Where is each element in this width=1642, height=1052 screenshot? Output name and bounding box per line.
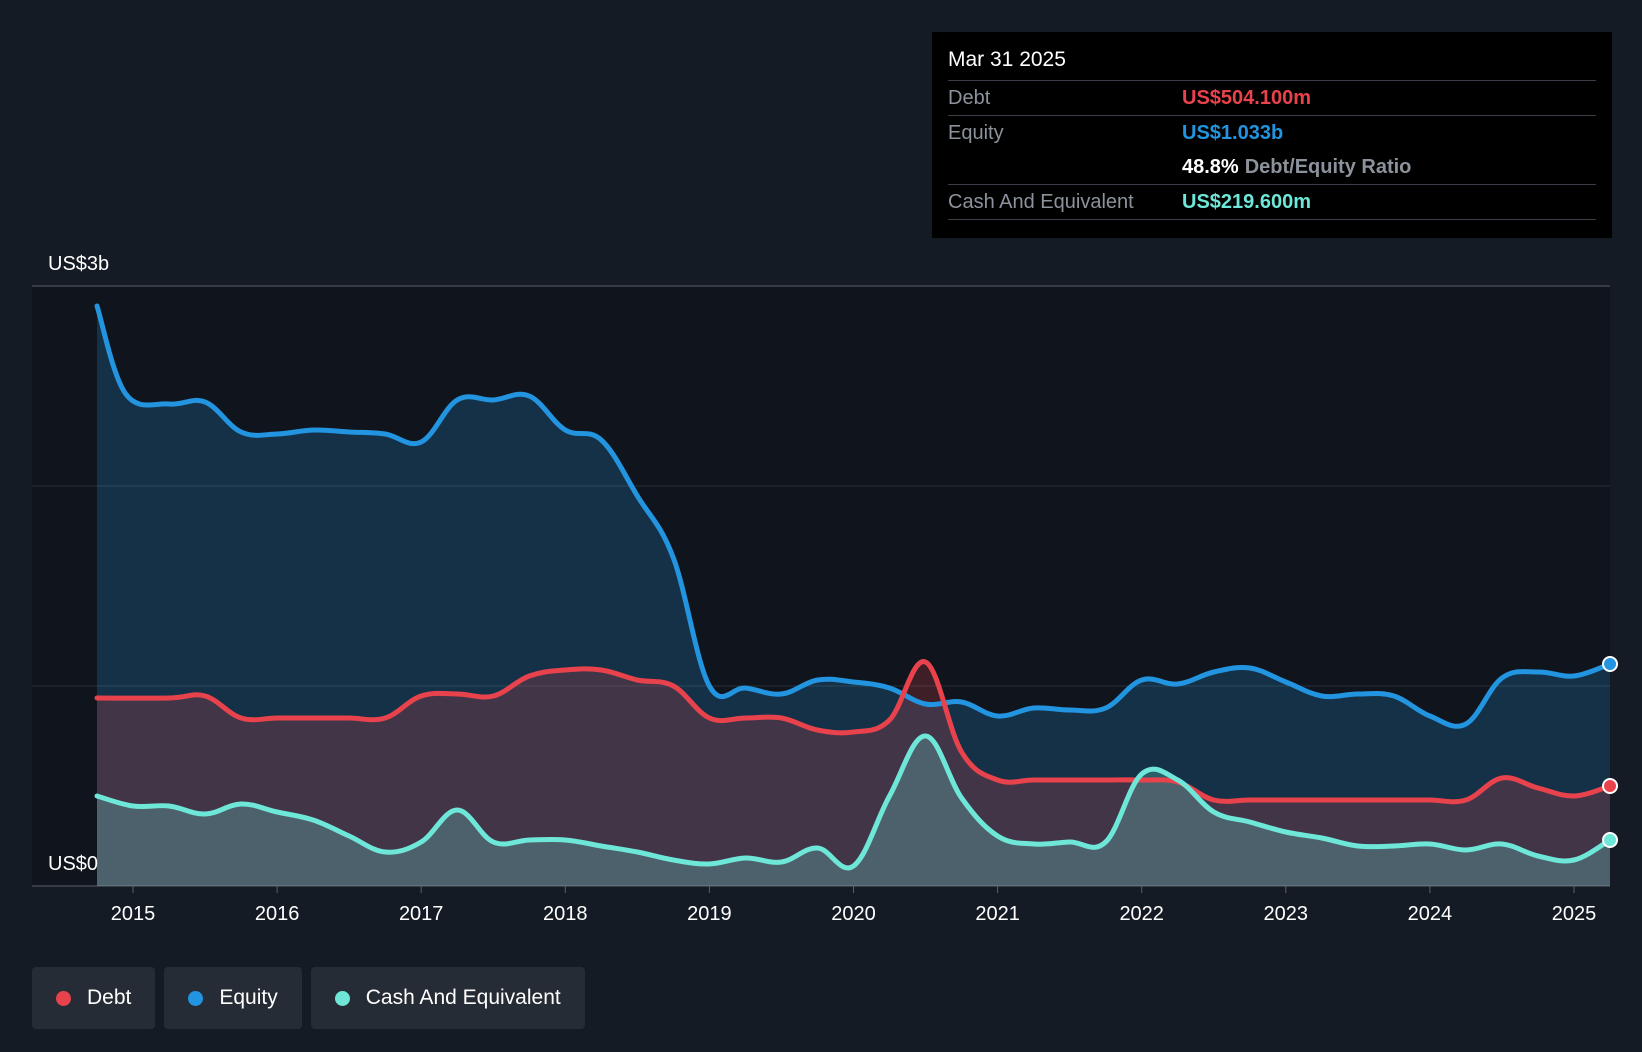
grid-lines xyxy=(32,285,1610,887)
x-tick-label: 2015 xyxy=(111,903,156,925)
tooltip-debt-label: Debt xyxy=(948,86,991,109)
x-tick-label: 2023 xyxy=(1264,903,1309,925)
equity-dot-icon xyxy=(188,990,204,1006)
x-tick-label: 2021 xyxy=(975,903,1020,925)
tooltip-cash-label: Cash And Equivalent xyxy=(948,190,1134,213)
x-tick-label: 2019 xyxy=(687,903,732,925)
tooltip-ratio-row: 48.8% Debt/Equity Ratio xyxy=(948,150,1596,185)
tooltip-debt-value: US$504.100m xyxy=(1182,86,1311,109)
legend-item-cash[interactable]: Cash And Equivalent xyxy=(310,967,585,1029)
legend-label-debt: Debt xyxy=(87,986,132,1009)
x-tick-label: 2016 xyxy=(255,903,300,925)
debt-dot-icon xyxy=(56,990,71,1006)
tooltip-date: Mar 31 2025 xyxy=(948,46,1596,81)
tooltip-equity-row: Equity US$1.033b xyxy=(948,116,1596,150)
x-tick-label: 2024 xyxy=(1408,903,1453,925)
end-points xyxy=(1602,656,1619,848)
tooltip-cash-value: US$219.600m xyxy=(1182,190,1311,213)
x-tick-label: 2018 xyxy=(543,903,588,925)
legend-label-equity: Equity xyxy=(219,986,278,1009)
tooltip-ratio-label: Debt/Equity Ratio xyxy=(1244,155,1412,178)
debt-area xyxy=(97,661,1610,886)
legend-item-debt[interactable]: Debt xyxy=(32,967,156,1029)
series-areas xyxy=(97,306,1610,886)
tooltip-debt-row: Debt US$504.100m xyxy=(948,81,1596,116)
chart-legend: Debt Equity Cash And Equivalent xyxy=(32,967,585,1029)
tooltip-equity-label: Equity xyxy=(948,121,1004,144)
tooltip-ratio-value: 48.8% xyxy=(1182,155,1239,178)
x-tick-label: 2020 xyxy=(831,903,876,925)
equity-end-point[interactable] xyxy=(1602,656,1619,672)
debt-line xyxy=(94,659,1613,805)
x-axis: 2015 2016 2017 2018 2019 2020 2021 2022 2023 2024… xyxy=(111,886,1597,925)
plot-background xyxy=(32,286,1610,886)
tooltip-equity-value: US$1.033b xyxy=(1182,121,1284,144)
series-lines xyxy=(94,303,1613,871)
x-tick-label: 2025 xyxy=(1552,903,1597,925)
y-axis-bottom-label: US$0 xyxy=(48,853,98,875)
cash-area xyxy=(97,735,1610,886)
equity-area xyxy=(97,306,1610,886)
y-axis-top-label: US$3b xyxy=(48,253,109,275)
tooltip-panel: Mar 31 2025 Debt US$504.100m Equity US$1… xyxy=(932,32,1612,238)
equity-line xyxy=(94,303,1613,729)
tooltip-cash-row: Cash And Equivalent US$219.600m xyxy=(948,185,1596,220)
x-tick-label: 2022 xyxy=(1119,903,1164,925)
legend-label-cash: Cash And Equivalent xyxy=(365,986,561,1009)
cash-dot-icon xyxy=(334,990,350,1006)
cash-end-point[interactable] xyxy=(1602,832,1619,848)
x-tick-label: 2017 xyxy=(399,903,444,925)
cash-line xyxy=(94,733,1613,871)
legend-item-equity[interactable]: Equity xyxy=(164,967,302,1029)
debt-end-point[interactable] xyxy=(1602,778,1619,794)
